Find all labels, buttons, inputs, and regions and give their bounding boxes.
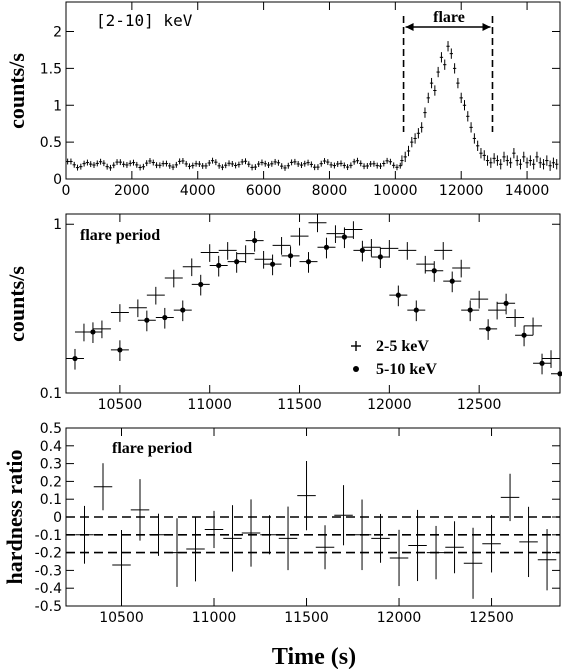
data-point-dot xyxy=(162,314,168,321)
top-data-points xyxy=(66,41,559,171)
y-tick-label: 0 xyxy=(53,510,62,526)
flare-interval-bracket xyxy=(402,16,494,132)
data-point-dot xyxy=(467,307,473,313)
data-point-dot xyxy=(252,237,258,244)
y-tick-label: 1 xyxy=(53,98,62,114)
data-point-dot xyxy=(323,244,330,250)
top-energy-annotation: [2-10] keV xyxy=(96,11,193,30)
bottom-axis-ticks: 10500 11000 11500 12000 12500-0.5-0.4-0.3-0.… xyxy=(35,421,560,626)
x-tick-label: 10500 xyxy=(99,610,144,626)
y-tick-label: 0.4 xyxy=(40,439,62,455)
y-tick-label: 0.5 xyxy=(40,135,62,151)
data-point-dot xyxy=(180,307,186,313)
y-tick-label: 0.1 xyxy=(40,492,62,508)
x-tick-label: 12000 xyxy=(367,397,412,413)
y-tick-label: 0.3 xyxy=(40,457,62,473)
bottom-y-axis-label: hardness ratio xyxy=(2,449,27,584)
x-tick-label: 12500 xyxy=(469,610,514,626)
y-tick-label: 0.1 xyxy=(40,386,62,402)
middle-panel-annotation: flare period xyxy=(80,227,160,244)
y-tick-label: -0.5 xyxy=(35,599,62,615)
y-tick-label: -0.3 xyxy=(35,563,62,579)
x-tick-label: 11500 xyxy=(277,397,322,413)
data-point-dot xyxy=(198,281,204,288)
y-tick-label: -0.1 xyxy=(35,528,62,544)
y-tick-label: 1.5 xyxy=(40,61,62,77)
x-tick-label: 10000 xyxy=(373,183,418,199)
middle-axis-ticks: 10500 11000 11500 12000 12500 0.1 1 xyxy=(40,214,560,413)
data-point-dot xyxy=(431,268,437,274)
data-point-dot xyxy=(117,347,123,353)
data-point-dot xyxy=(305,259,312,265)
data-point-dot xyxy=(485,326,491,332)
y-tick-label: 0.2 xyxy=(40,474,62,490)
top-axis-ticks: 0 2000 4000 6000 8000 10000 12000 14000 0 0.5 1 1.5… xyxy=(40,2,560,199)
x-tick-label: 12000 xyxy=(439,183,484,199)
data-point-dot xyxy=(359,247,365,253)
y-tick-label: 0.5 xyxy=(40,421,62,437)
bottom-reference-lines xyxy=(66,516,560,554)
data-point-dot xyxy=(216,262,222,269)
legend-label-hard: 5-10 keV xyxy=(376,361,437,378)
x-tick-label: 8000 xyxy=(312,183,348,199)
legend-label-soft: 2-5 keV xyxy=(376,338,429,355)
bottom-data-points xyxy=(75,461,557,601)
x-tick-label: 12000 xyxy=(377,610,422,626)
data-point-dot xyxy=(269,261,276,267)
flare-arrow-right xyxy=(482,23,491,31)
flare-arrow-left xyxy=(405,23,414,31)
x-tick-label: 12500 xyxy=(457,397,502,413)
x-tick-label: 4000 xyxy=(180,183,216,199)
data-point-dot xyxy=(341,234,348,240)
bottom-panel-annotation: flare period xyxy=(112,440,192,457)
y-tick-label: 0 xyxy=(53,172,62,188)
data-point-dot xyxy=(557,371,562,377)
middle-data-points xyxy=(66,214,562,385)
x-tick-label: 6000 xyxy=(246,183,282,199)
x-tick-label: 0 xyxy=(62,183,71,199)
y-tick-label: -0.2 xyxy=(35,546,62,562)
y-tick-label: -0.4 xyxy=(35,581,62,597)
data-point-dot xyxy=(144,317,150,323)
y-tick-label: 2 xyxy=(53,25,62,41)
data-point-dot xyxy=(413,307,419,313)
middle-panel-frame xyxy=(65,213,561,394)
data-point-dot xyxy=(90,329,96,335)
data-point-dot xyxy=(503,300,509,306)
x-tick-label: 10500 xyxy=(98,397,143,413)
x-tick-label: 11000 xyxy=(187,397,232,413)
top-panel-frame xyxy=(65,1,561,180)
middle-y-axis-label: counts/s xyxy=(4,266,29,342)
x-tick-label: 11500 xyxy=(284,610,329,626)
data-point-dot xyxy=(395,292,401,298)
x-tick-label: 14000 xyxy=(505,183,550,199)
data-point-dot xyxy=(287,253,294,259)
data-point-dot xyxy=(234,259,240,265)
y-tick-label: 1 xyxy=(53,217,62,233)
data-point-dot xyxy=(521,332,527,338)
x-tick-label: 11000 xyxy=(192,610,237,626)
data-point-dot xyxy=(72,355,78,362)
top-y-axis-label: counts/s xyxy=(4,53,29,129)
legend: 2-5 keV 5-10 keV xyxy=(351,338,437,378)
x-axis-label: Time (s) xyxy=(272,644,356,669)
data-point-dot xyxy=(377,254,383,260)
data-point-dot xyxy=(539,360,545,366)
x-tick-label: 2000 xyxy=(114,183,150,199)
flare-label: flare xyxy=(433,9,465,26)
data-point-dot xyxy=(449,278,455,284)
legend-dot xyxy=(353,366,359,372)
